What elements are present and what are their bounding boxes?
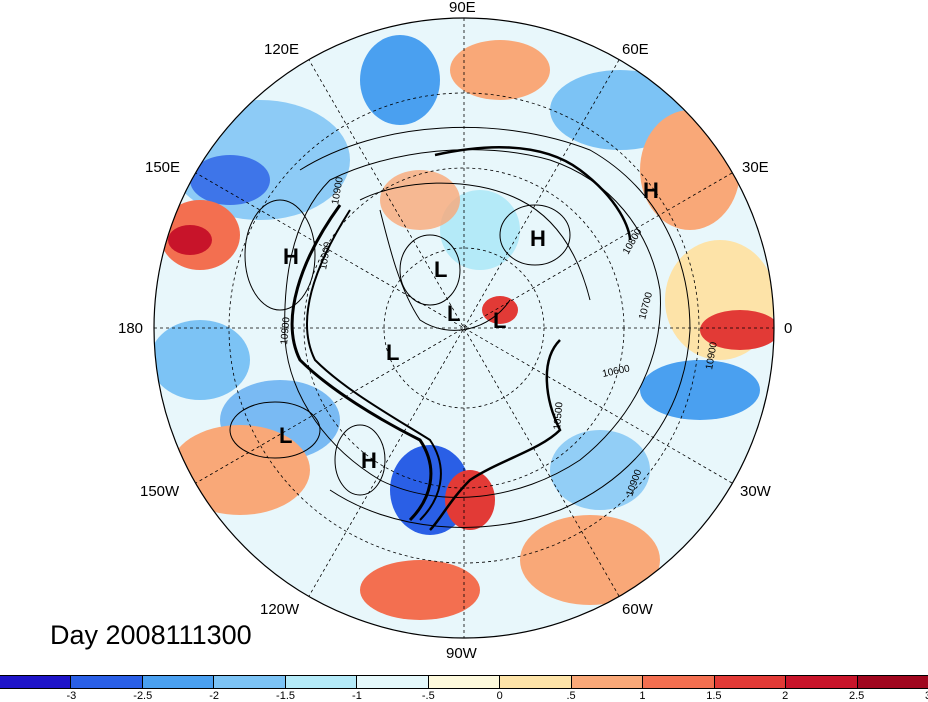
colorbar-tick-label: -3 <box>66 690 77 702</box>
colorbar-swatch <box>285 676 358 688</box>
colorbar-swatch <box>214 676 286 688</box>
colorbar-swatch <box>571 676 644 688</box>
longitude-label-60w: 60W <box>622 601 653 618</box>
longitude-label-120e: 120E <box>264 41 300 58</box>
colorbar-tick-label: 0 <box>496 690 503 702</box>
colorbar-tick-label: 1 <box>639 690 646 702</box>
colorbar-tick-label: -.5 <box>421 690 435 702</box>
colorbar-tick-label: -1 <box>352 690 362 702</box>
high-pressure-marker: H <box>283 244 299 269</box>
high-pressure-marker: H <box>530 226 546 251</box>
graticule <box>154 18 774 638</box>
longitude-label-60e: 60E <box>622 41 649 58</box>
longitude-label-30e: 30E <box>742 159 769 176</box>
contour-label: 10500 <box>552 401 565 430</box>
colorbar-tick-label: 2 <box>782 690 789 702</box>
contour-label: 10900 <box>704 341 720 371</box>
longitude-label-30w: 30W <box>740 483 771 500</box>
anomaly-shading <box>154 18 774 638</box>
colorbar-swatch <box>857 676 928 688</box>
contour-label: 10900 <box>330 176 346 206</box>
contour-label: 10900 <box>318 241 334 271</box>
longitude-label-120w: 120W <box>260 601 300 618</box>
low-pressure-marker: L <box>386 340 399 365</box>
height-contours <box>229 126 691 531</box>
colorbar-tick-label: -2.5 <box>133 690 153 702</box>
low-pressure-marker: L <box>434 257 447 282</box>
contour-label: 10900 <box>279 316 292 345</box>
colorbar-tick-label: -1.5 <box>276 690 296 702</box>
low-pressure-marker: L <box>493 308 506 333</box>
colorbar-tick-label: 1.5 <box>706 690 722 702</box>
colorbar-swatch <box>643 676 715 688</box>
colorbar-tick-label: 3 <box>925 690 928 702</box>
colorbar-tick-label: 2.5 <box>848 690 865 702</box>
longitude-label-90e: 90E <box>449 0 476 16</box>
high-pressure-marker: H <box>361 448 377 473</box>
longitude-label-180: 180 <box>118 320 144 337</box>
high-pressure-marker: H <box>643 178 659 203</box>
colorbar-tick-label: -2 <box>209 690 220 702</box>
map-border <box>153 17 775 639</box>
colorbar-swatch <box>357 676 429 688</box>
longitude-label-150w: 150W <box>140 483 180 500</box>
colorbar-tick-label: .5 <box>566 690 576 702</box>
colorbar-swatch <box>428 676 501 688</box>
colorbar-swatch <box>142 676 215 688</box>
longitude-label-150e: 150E <box>145 159 181 176</box>
colorbar-swatch <box>500 676 572 688</box>
low-pressure-marker: L <box>279 423 292 448</box>
low-pressure-marker: L <box>447 301 460 326</box>
colorbar <box>0 675 928 689</box>
colorbar-swatch <box>71 676 143 688</box>
longitude-label-90w: 90W <box>446 645 477 662</box>
longitude-label-0: 0 <box>784 320 793 337</box>
colorbar-swatch <box>0 676 72 688</box>
day-label: Day 2008111300 <box>50 620 252 650</box>
colorbar-swatch <box>714 676 787 688</box>
colorbar-swatch <box>786 676 858 688</box>
